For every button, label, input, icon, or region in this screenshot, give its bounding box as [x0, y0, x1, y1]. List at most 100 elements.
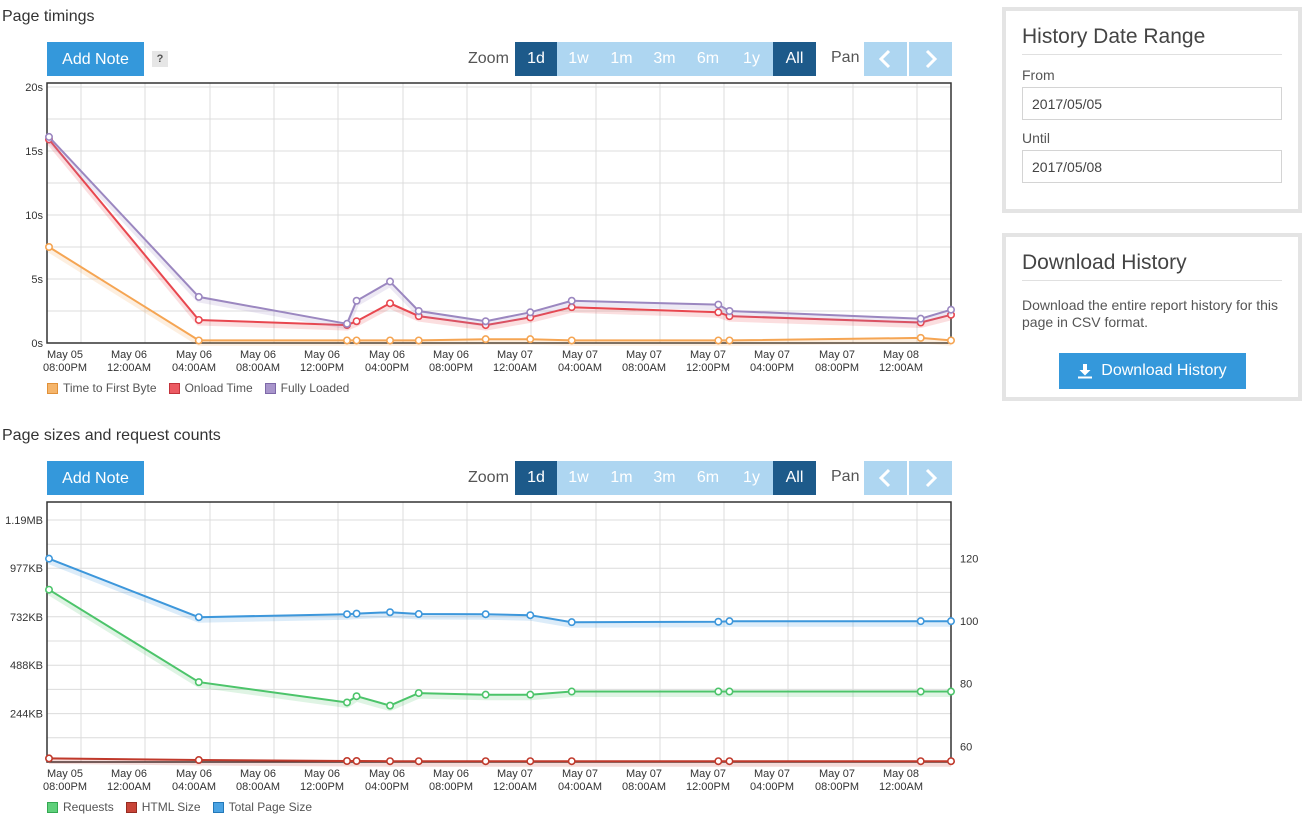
- data-point: [526, 308, 535, 317]
- series-shadow: [48, 559, 951, 628]
- series-shadow: [47, 140, 952, 331]
- pan-left-button-2[interactable]: [864, 461, 907, 495]
- data-point: [916, 617, 925, 626]
- data-point: [414, 336, 423, 345]
- zoom-6m-button[interactable]: 6m: [686, 42, 730, 76]
- x-tick-label: May 06: [240, 349, 276, 361]
- x-tick-label: 08:00AM: [622, 362, 666, 374]
- x-tick-label: May 08: [883, 768, 919, 780]
- y-tick-label-right: 120: [960, 553, 978, 565]
- data-point: [386, 701, 395, 710]
- legend-label: Fully Loaded: [280, 381, 350, 395]
- data-point: [194, 613, 203, 622]
- chevron-left-icon: [878, 468, 891, 488]
- data-point: [386, 277, 395, 286]
- x-tick-label: May 06: [369, 768, 405, 780]
- x-tick-label: 08:00PM: [815, 362, 859, 374]
- x-tick-label: 12:00PM: [686, 362, 730, 374]
- legend-item-onload[interactable]: Onload Time: [168, 381, 253, 395]
- legend-label: Requests: [63, 800, 114, 814]
- from-date-field[interactable]: [1022, 87, 1282, 120]
- zoom-6m-button-2[interactable]: 6m: [686, 461, 730, 495]
- zoom-3m-button-2[interactable]: 3m: [643, 461, 686, 495]
- legend-item-fully-loaded[interactable]: Fully Loaded: [264, 381, 350, 395]
- zoom-1d-button[interactable]: 1d: [515, 42, 557, 76]
- x-tick-label: 08:00PM: [43, 362, 87, 374]
- legend-swatch: [212, 801, 224, 813]
- data-point: [526, 335, 535, 344]
- legend-item-requests[interactable]: Requests: [47, 800, 114, 814]
- data-point: [352, 757, 361, 766]
- x-tick-label: 12:00AM: [493, 362, 537, 374]
- y-tick-label-left: 977KB: [10, 563, 43, 575]
- data-point: [343, 698, 352, 707]
- x-tick-label: 04:00PM: [365, 781, 409, 793]
- pan-right-button-2[interactable]: [909, 461, 952, 495]
- x-tick-label: May 06: [433, 349, 469, 361]
- data-point: [44, 243, 53, 252]
- x-tick-label: May 07: [626, 349, 662, 361]
- pan-left-button[interactable]: [864, 42, 907, 76]
- x-tick-label: May 07: [497, 349, 533, 361]
- legend-swatch: [125, 801, 137, 813]
- download-history-button[interactable]: Download History: [1058, 353, 1246, 389]
- add-note-button[interactable]: Add Note: [47, 42, 144, 76]
- x-tick-label: 12:00PM: [300, 781, 344, 793]
- plot-border: [46, 82, 952, 344]
- data-point: [526, 690, 535, 699]
- legend-item-total-size[interactable]: Total Page Size: [212, 800, 312, 814]
- x-tick-label: 04:00PM: [750, 362, 794, 374]
- page-sizes-legend: Requests HTML Size Total Page Size: [47, 800, 312, 814]
- x-tick-label: May 07: [690, 768, 726, 780]
- data-point: [352, 609, 361, 618]
- x-tick-label: May 06: [240, 768, 276, 780]
- data-point: [916, 687, 925, 696]
- zoom-1y-button-2[interactable]: 1y: [730, 461, 773, 495]
- zoom-1w-button[interactable]: 1w: [557, 42, 600, 76]
- data-point: [352, 317, 361, 326]
- page-timings-legend: Time to First Byte Onload Time Fully Loa…: [47, 381, 349, 395]
- data-point: [481, 335, 490, 344]
- data-point: [714, 617, 723, 626]
- series-line: [48, 588, 951, 707]
- history-date-range-panel: History Date Range From Until: [1002, 7, 1302, 213]
- zoom-3m-button[interactable]: 3m: [643, 42, 686, 76]
- data-point: [714, 336, 723, 345]
- y-tick-label-left: 244KB: [10, 709, 43, 721]
- pan-right-button[interactable]: [909, 42, 952, 76]
- page-sizes-title: Page sizes and request counts: [2, 427, 221, 444]
- legend-swatch: [47, 382, 58, 394]
- zoom-all-button-2[interactable]: All: [773, 461, 816, 495]
- history-date-range-title: History Date Range: [1022, 25, 1282, 55]
- until-label: Until: [1022, 130, 1051, 146]
- x-tick-label: 04:00AM: [558, 781, 602, 793]
- zoom-1w-button-2[interactable]: 1w: [557, 461, 600, 495]
- data-point: [725, 617, 734, 626]
- chevron-right-icon: [925, 49, 938, 69]
- legend-label: Onload Time: [184, 381, 253, 395]
- data-point: [526, 611, 535, 620]
- zoom-1y-button[interactable]: 1y: [730, 42, 773, 76]
- data-point: [725, 687, 734, 696]
- zoom-1m-button[interactable]: 1m: [600, 42, 643, 76]
- data-point: [194, 756, 203, 765]
- x-tick-label: 08:00PM: [429, 362, 473, 374]
- legend-item-html-size[interactable]: HTML Size: [125, 800, 201, 814]
- data-point: [414, 757, 423, 766]
- y-tick-label-left: 1.19MB: [5, 515, 43, 527]
- help-icon[interactable]: ?: [152, 51, 168, 67]
- legend-item-ttfb[interactable]: Time to First Byte: [47, 381, 157, 395]
- y-tick-label-right: 60: [960, 741, 972, 753]
- add-note-button-2[interactable]: Add Note: [47, 461, 144, 495]
- data-point: [567, 757, 576, 766]
- until-date-field[interactable]: [1022, 150, 1282, 183]
- zoom-1d-button-2[interactable]: 1d: [515, 461, 557, 495]
- x-tick-label: 12:00AM: [879, 362, 923, 374]
- zoom-all-button[interactable]: All: [773, 42, 816, 76]
- zoom-1m-button-2[interactable]: 1m: [600, 461, 643, 495]
- x-tick-label: May 07: [690, 349, 726, 361]
- data-point: [386, 336, 395, 345]
- x-tick-label: May 06: [433, 768, 469, 780]
